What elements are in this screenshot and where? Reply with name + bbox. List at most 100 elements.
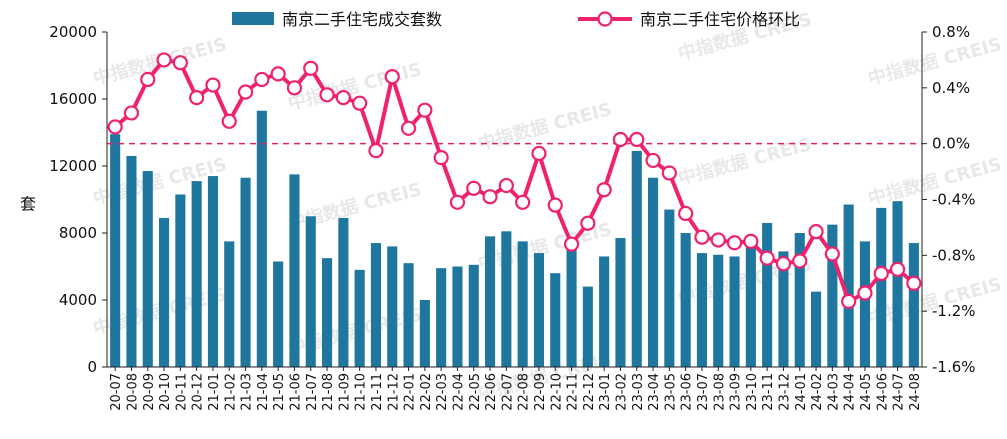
bar-20-09 — [142, 171, 153, 367]
bar-23-12 — [778, 251, 789, 367]
bar-23-03 — [631, 150, 642, 367]
line-point-23-04 — [645, 152, 661, 169]
bar-23-09 — [729, 256, 740, 367]
bar-22-04 — [452, 266, 463, 367]
x-tick-label: 21-09 — [337, 373, 352, 411]
x-tick-label: 22-10 — [549, 373, 564, 411]
right-tick-label: 0.0% — [932, 135, 970, 153]
x-tick-label: 22-07 — [500, 373, 515, 411]
x-tick-label: 22-08 — [517, 373, 532, 411]
line-point-22-08 — [515, 194, 531, 210]
line-point-21-11 — [368, 143, 384, 159]
x-tick-label: 24-08 — [908, 373, 923, 411]
bar-22-01 — [403, 263, 414, 367]
left-tick-label: 12000 — [49, 157, 97, 175]
line-point-22-01 — [400, 120, 417, 136]
bar-21-05 — [273, 261, 284, 367]
line-point-23-10 — [743, 233, 759, 249]
bar-24-02 — [811, 291, 822, 368]
line-point-22-12 — [580, 215, 596, 231]
line-point-20-11 — [172, 55, 188, 71]
line-point-24-01 — [792, 253, 808, 269]
bar-21-03 — [240, 177, 251, 367]
bar-23-06 — [680, 233, 691, 367]
line-point-20-12 — [189, 89, 205, 106]
line-point-24-04 — [841, 293, 857, 309]
x-tick-label: 23-01 — [598, 373, 613, 411]
line-point-24-03 — [824, 246, 840, 262]
x-tick-label: 23-09 — [729, 373, 744, 411]
right-tick-label: -0.4% — [932, 191, 976, 209]
x-tick-label: 24-01 — [794, 373, 809, 411]
bar-24-03 — [827, 224, 838, 368]
bar-23-10 — [745, 246, 756, 367]
x-tick-label: 21-07 — [305, 373, 320, 411]
left-tick-label: 8000 — [59, 224, 97, 242]
bar-series-layer — [110, 110, 919, 368]
right-tick-label: -1.2% — [932, 302, 976, 320]
line-point-23-08 — [710, 232, 726, 248]
bar-22-11 — [566, 249, 577, 367]
line-point-23-12 — [775, 256, 792, 272]
x-tick-label: 21-06 — [288, 373, 303, 411]
bar-22-05 — [468, 264, 479, 367]
right-tick-label: 0.8% — [932, 23, 970, 41]
line-point-21-05 — [270, 66, 286, 82]
line-point-22-06 — [482, 189, 498, 205]
x-tick-label: 22-02 — [419, 373, 434, 411]
bar-22-03 — [436, 268, 447, 367]
legend-bar-swatch — [232, 12, 274, 25]
bar-21-08 — [322, 258, 333, 368]
bar-22-02 — [419, 300, 430, 367]
bar-21-07 — [305, 216, 316, 367]
x-tick-label: 23-11 — [761, 373, 776, 411]
x-tick-label: 21-03 — [240, 373, 255, 411]
bar-24-06 — [876, 207, 887, 368]
bar-21-10 — [354, 269, 365, 367]
bar-20-08 — [126, 155, 137, 367]
x-tick-label: 21-10 — [354, 373, 369, 411]
x-tick-label: 21-04 — [256, 373, 271, 411]
x-tick-label: 22-03 — [435, 373, 450, 411]
line-point-23-02 — [612, 131, 629, 148]
x-tick-label: 21-02 — [223, 373, 238, 411]
x-tick-label: 22-09 — [533, 373, 548, 411]
x-tick-label: 20-07 — [109, 373, 124, 411]
x-tick-label: 23-07 — [696, 373, 711, 411]
right-tick-label: -0.8% — [932, 246, 976, 264]
line-point-24-06 — [873, 265, 889, 282]
x-tick-label: 22-12 — [582, 373, 597, 411]
line-point-21-02 — [221, 113, 237, 129]
line-point-22-09 — [531, 145, 547, 162]
x-tick-label: 20-08 — [125, 373, 140, 411]
bar-23-01 — [599, 256, 610, 367]
bar-22-08 — [517, 241, 528, 368]
line-point-23-05 — [661, 165, 677, 181]
x-tick-label: 23-12 — [777, 373, 792, 411]
x-tick-label: 23-04 — [647, 373, 662, 411]
y-axis-label: 套 — [20, 195, 36, 214]
x-tick-label: 23-06 — [680, 373, 695, 411]
x-tick-label: 24-03 — [826, 373, 841, 411]
bar-21-11 — [370, 243, 382, 367]
bar-23-05 — [664, 209, 675, 367]
bar-23-08 — [713, 254, 724, 367]
bar-20-07 — [110, 134, 121, 367]
x-tick-label: 20-11 — [174, 373, 189, 411]
line-point-23-11 — [759, 250, 775, 266]
right-tick-label: -1.6% — [932, 358, 976, 376]
bar-24-01 — [794, 233, 805, 367]
x-tick-label: 22-04 — [451, 373, 466, 411]
line-point-24-05 — [857, 285, 873, 301]
legend-line-marker — [597, 11, 613, 27]
legend-bar-label: 南京二手住宅成交套数 — [282, 10, 442, 29]
x-tick-label: 21-01 — [207, 373, 222, 411]
bar-23-04 — [648, 177, 659, 367]
x-tick-label: 24-07 — [892, 373, 907, 411]
x-tick-label: 20-10 — [158, 373, 173, 411]
left-tick-label: 20000 — [49, 23, 97, 41]
line-point-21-07 — [303, 60, 319, 76]
line-point-22-11 — [563, 236, 580, 252]
line-point-23-03 — [629, 131, 645, 148]
